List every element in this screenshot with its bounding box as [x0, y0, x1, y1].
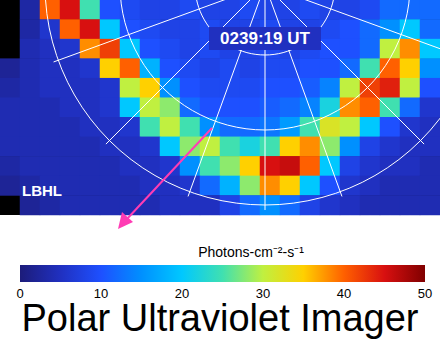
svg-text:Polar Ultraviolet Imager: Polar Ultraviolet Imager [21, 297, 418, 339]
svg-text:30: 30 [255, 286, 271, 301]
svg-text:Photons-cm⁻²-s⁻¹: Photons-cm⁻²-s⁻¹ [198, 244, 304, 260]
svg-text:40: 40 [336, 286, 352, 301]
svg-text:20: 20 [174, 286, 190, 301]
svg-text:10: 10 [93, 286, 109, 301]
svg-text:LBHL: LBHL [22, 182, 62, 199]
svg-text:50: 50 [418, 286, 432, 301]
svg-text:0: 0 [16, 286, 24, 301]
svg-text:0239:19 UT: 0239:19 UT [220, 29, 310, 48]
